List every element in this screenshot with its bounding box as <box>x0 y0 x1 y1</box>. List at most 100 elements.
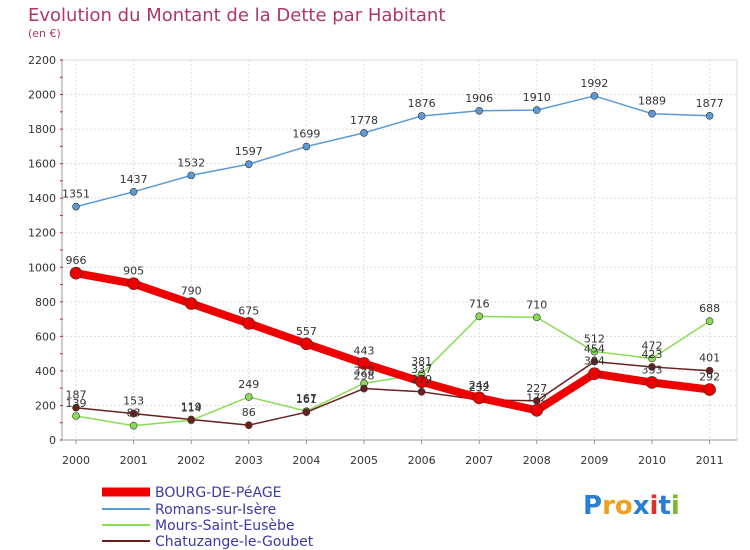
data-label: 423 <box>642 348 663 361</box>
y-tick-label: 600 <box>35 330 56 343</box>
data-label: 384 <box>584 355 605 368</box>
data-label: 1532 <box>177 156 205 169</box>
data-point <box>532 106 541 114</box>
data-point <box>532 313 541 322</box>
logo-letter: i <box>650 491 659 521</box>
data-label: 1699 <box>292 128 320 141</box>
logo-letter: x <box>633 491 650 521</box>
data-point <box>187 171 195 180</box>
series-3 <box>72 357 714 429</box>
x-tick-label: 2008 <box>523 454 551 467</box>
data-point <box>357 357 371 370</box>
logo-letter: t <box>658 491 670 521</box>
data-label: 1910 <box>523 91 551 104</box>
data-point <box>417 112 426 120</box>
data-point <box>648 354 656 363</box>
chart-subtitle: (en €) <box>28 27 61 40</box>
data-point <box>302 142 311 151</box>
data-point <box>72 403 80 412</box>
data-point <box>415 375 428 389</box>
data-label: 1351 <box>62 188 90 201</box>
data-point <box>648 109 656 118</box>
data-label: 1876 <box>408 97 436 110</box>
data-point <box>187 415 195 424</box>
data-point <box>703 383 716 396</box>
data-point <box>530 403 544 417</box>
data-label: 401 <box>699 352 720 365</box>
data-label: 675 <box>238 304 259 317</box>
data-label: 298 <box>354 370 375 383</box>
series-0 <box>69 266 716 417</box>
data-label: 905 <box>123 265 144 278</box>
series-1 <box>72 92 714 211</box>
legend-label: BOURG-DE-PéAGE <box>155 485 282 501</box>
data-point <box>705 366 714 375</box>
legend: BOURG-DE-PéAGERomans-sur-IsèreMours-Sain… <box>102 485 314 550</box>
data-point <box>705 111 714 120</box>
data-point <box>590 357 599 366</box>
x-tick-label: 2010 <box>638 454 666 467</box>
x-tick-label: 2004 <box>292 454 320 467</box>
data-label: 153 <box>123 395 144 408</box>
data-point <box>475 106 484 115</box>
data-point <box>475 312 484 321</box>
proxiti-logo: Proxiti <box>583 491 680 521</box>
data-label: 187 <box>66 389 87 402</box>
logo-letter: o <box>615 491 633 521</box>
data-label: 1877 <box>696 97 724 110</box>
legend-label: Romans-sur-Isère <box>155 502 276 518</box>
series-line <box>75 95 711 208</box>
y-tick-label: 1200 <box>28 227 56 240</box>
data-label: 83 <box>127 407 141 420</box>
data-label: 114 <box>181 401 202 414</box>
data-label: 472 <box>642 339 663 352</box>
data-label: 333 <box>642 363 663 376</box>
x-tick-label: 2011 <box>696 454 724 467</box>
x-tick-label: 2006 <box>408 454 436 467</box>
data-point <box>72 412 80 420</box>
data-point <box>645 376 659 389</box>
data-point <box>648 363 656 371</box>
data-label: 790 <box>181 285 202 298</box>
data-point <box>588 367 601 380</box>
chart-title: Evolution du Montant de la Dette par Hab… <box>28 5 445 26</box>
data-label: 1992 <box>580 77 608 90</box>
x-tick-label: 2000 <box>62 454 90 467</box>
data-point <box>245 421 253 429</box>
data-label: 1906 <box>465 92 493 105</box>
series-line <box>75 360 711 426</box>
data-label: 139 <box>66 397 87 410</box>
x-tick-label: 2005 <box>350 454 378 467</box>
data-label: 232 <box>469 381 490 394</box>
data-label: 1778 <box>350 114 378 127</box>
data-label: 716 <box>469 297 490 310</box>
data-label: 249 <box>238 378 259 391</box>
data-label: 1437 <box>120 173 148 186</box>
data-point <box>590 92 599 100</box>
data-point <box>245 160 253 168</box>
logo-letter: i <box>671 491 680 521</box>
logo-letter: P <box>583 491 602 521</box>
y-tick-label: 400 <box>35 365 56 378</box>
y-tick-label: 1400 <box>28 192 56 205</box>
data-labels: 966 905 790 675 557 443 337 244 172 384 333 292 1351… <box>62 77 724 420</box>
data-label: 292 <box>699 371 720 384</box>
x-tick-label: 2007 <box>465 454 493 467</box>
x-tick-label: 2003 <box>235 454 263 467</box>
data-point <box>129 421 138 430</box>
data-point <box>360 129 368 137</box>
x-tick-label: 2002 <box>177 454 205 467</box>
data-label: 443 <box>354 344 375 357</box>
y-tick-label: 2000 <box>28 89 56 102</box>
data-point <box>360 384 368 393</box>
data-label: 119 <box>181 400 202 413</box>
data-point <box>300 337 313 351</box>
data-point <box>245 393 253 401</box>
data-label: 966 <box>66 254 87 267</box>
data-label: 86 <box>242 406 256 419</box>
logo-letter: r <box>602 491 615 521</box>
data-point <box>302 408 311 416</box>
data-label: 279 <box>411 373 432 386</box>
